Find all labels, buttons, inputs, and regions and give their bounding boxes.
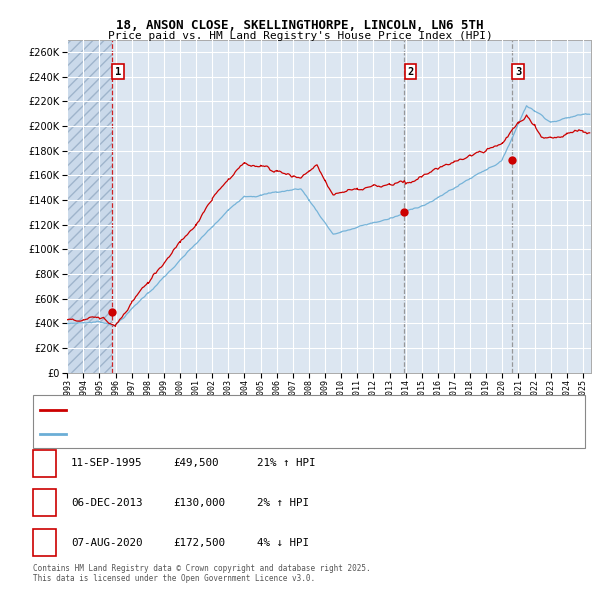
Text: 21% ↑ HPI: 21% ↑ HPI [257,458,316,468]
Text: £49,500: £49,500 [173,458,218,468]
Text: 3: 3 [41,538,48,548]
Text: 1: 1 [41,458,48,468]
Text: 2% ↑ HPI: 2% ↑ HPI [257,498,309,507]
Text: HPI: Average price, semi-detached house, North Kesteven: HPI: Average price, semi-detached house,… [72,429,368,438]
Text: 11-SEP-1995: 11-SEP-1995 [71,458,142,468]
Bar [67,40,112,373]
Text: 06-DEC-2013: 06-DEC-2013 [71,498,142,507]
Text: 2: 2 [41,498,48,507]
Text: £172,500: £172,500 [173,538,225,548]
Text: 4% ↓ HPI: 4% ↓ HPI [257,538,309,548]
Text: 18, ANSON CLOSE, SKELLINGTHORPE, LINCOLN, LN6 5TH: 18, ANSON CLOSE, SKELLINGTHORPE, LINCOLN… [116,19,484,32]
Text: 1: 1 [115,67,121,77]
Text: 07-AUG-2020: 07-AUG-2020 [71,538,142,548]
Text: 2: 2 [407,67,414,77]
Text: 3: 3 [515,67,521,77]
Text: Contains HM Land Registry data © Crown copyright and database right 2025.
This d: Contains HM Land Registry data © Crown c… [33,563,371,583]
Text: £130,000: £130,000 [173,498,225,507]
Text: Price paid vs. HM Land Registry's House Price Index (HPI): Price paid vs. HM Land Registry's House … [107,31,493,41]
Text: 18, ANSON CLOSE, SKELLINGTHORPE, LINCOLN, LN6 5TH (semi-detached house): 18, ANSON CLOSE, SKELLINGTHORPE, LINCOLN… [72,406,454,415]
